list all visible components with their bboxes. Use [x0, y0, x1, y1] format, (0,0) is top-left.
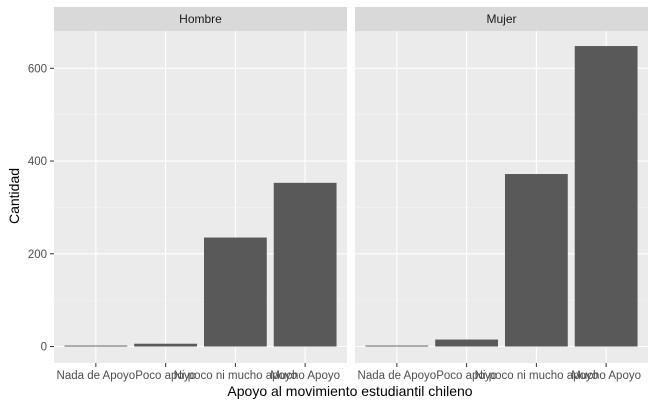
x-tick-label: Ni poco ni mucho apoyo [475, 370, 598, 382]
bar [134, 343, 198, 347]
x-tick-label: Mucho Apoyo [571, 370, 641, 382]
bar [273, 182, 337, 347]
x-tick-label: Nada de Apoyo [358, 370, 437, 382]
x-tick-label: Poco apoyo [436, 370, 497, 382]
x-tick-label: Ni poco ni mucho apoyo [174, 370, 297, 382]
strip-label: Mujer [486, 12, 516, 26]
x-tick-label: Mucho Apoyo [270, 370, 340, 382]
bar [64, 345, 128, 347]
bar [365, 345, 429, 347]
strip-background [54, 7, 347, 31]
bar [504, 174, 568, 347]
y-tick-label: 200 [28, 249, 47, 261]
x-tick-label: Nada de Apoyo [57, 370, 136, 382]
y-tick-label: 600 [28, 63, 47, 75]
strip-background [355, 7, 648, 31]
strip-label: Hombre [179, 12, 222, 26]
bar [203, 237, 267, 347]
y-tick-label: 0 [41, 342, 47, 354]
y-axis: 0 200 400 600 [28, 63, 54, 354]
bar [435, 339, 499, 347]
x-axis-title: Apoyo al movimiento estudiantil chileno [227, 383, 472, 399]
bar [574, 46, 638, 347]
y-tick-label: 400 [28, 156, 47, 168]
x-tick-label: Poco apoyo [135, 370, 196, 382]
y-axis-title: Cantidad [6, 168, 22, 224]
